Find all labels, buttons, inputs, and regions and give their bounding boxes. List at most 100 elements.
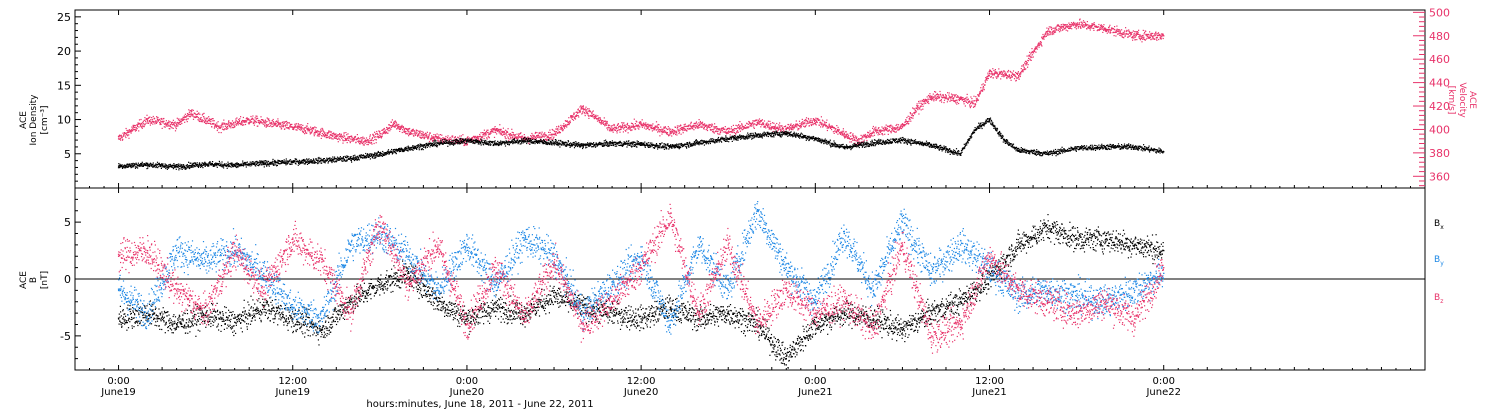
legend-bz: Bz: [1434, 293, 1443, 305]
x-tick-time: 0:00: [107, 376, 129, 387]
bx-series-anchor-point: [408, 272, 410, 275]
bz-series-anchor-point: [1046, 301, 1049, 303]
density-series-anchor-point: [785, 132, 787, 134]
x-tick-day: June21: [971, 387, 1007, 398]
velocity-series-anchor-point: [190, 112, 192, 114]
top-right-ytick-label: 500: [1429, 6, 1450, 19]
bz-series-anchor-point: [756, 323, 758, 326]
bz-series-anchor-point: [321, 261, 323, 263]
by-series-anchor-point: [495, 284, 497, 286]
bz-series-anchor-point: [1134, 318, 1136, 320]
density-series: [117, 117, 1165, 171]
bottom-ytick-label: 0: [64, 273, 71, 286]
x-axis-label: hours:minutes, June 18, 2011 - June 22, …: [366, 399, 593, 410]
bottom-ytick-label: 5: [64, 216, 71, 229]
velocity-series-anchor-point: [437, 138, 439, 140]
velocity-series-anchor-point: [1076, 23, 1078, 25]
top-right-ytick-label: 480: [1429, 30, 1450, 43]
density-series-anchor-point: [350, 157, 352, 160]
top-left-ylabel: ACE Ion Density [cm⁻³]: [19, 94, 50, 146]
velocity-series-anchor-point: [727, 131, 729, 133]
x-tick-time: 0:00: [1152, 376, 1174, 387]
legend-bz-sub: z: [1440, 298, 1443, 305]
velocity-series-anchor-point: [1163, 35, 1165, 37]
by-series-anchor-point: [1134, 289, 1136, 292]
velocity-series-anchor-point: [379, 134, 381, 137]
top-right-ytick-label: 460: [1429, 53, 1450, 66]
velocity-series-anchor-point: [901, 126, 904, 128]
bz-series-anchor-point: [669, 215, 671, 218]
bz-series-anchor-point: [582, 323, 584, 326]
bz-series-anchor-point: [698, 312, 700, 314]
velocity-series-anchor-point: [1017, 74, 1020, 77]
x-tick-time: 12:00: [627, 376, 656, 387]
bx-series-anchor-point: [698, 318, 700, 320]
velocity-series-anchor-point: [117, 138, 120, 140]
by-series-anchor-point: [669, 323, 671, 326]
bz-series-anchor-point: [1163, 267, 1165, 269]
legend-bx-main: B: [1434, 219, 1440, 229]
x-tick-day: June19: [274, 387, 310, 398]
bz-series-anchor-point: [205, 312, 207, 314]
density-series-anchor-point: [408, 147, 410, 149]
bottom-legend: Bx By Bz: [1434, 219, 1444, 305]
x-tick-time: 12:00: [278, 376, 307, 387]
top-left-ylabel-line3: [cm⁻³]: [40, 105, 50, 134]
bx-series-anchor-point: [379, 284, 381, 286]
bz-series-anchor-point: [495, 267, 497, 269]
bottom-ylabel: ACE B [nT]: [19, 271, 50, 289]
bottom-ylabel-line3: [nT]: [40, 271, 50, 289]
density-series-anchor-point: [582, 144, 584, 147]
top-left-ytick-label: 20: [57, 45, 71, 58]
top-left-ylabel-line1: ACE: [19, 111, 29, 129]
x-tick-day: June20: [623, 387, 659, 398]
bz-series-anchor-point: [785, 289, 787, 292]
x-tick-time: 0:00: [804, 376, 826, 387]
velocity-series-anchor-point: [146, 119, 149, 121]
bottom-ytick-label: -5: [60, 330, 71, 343]
bottom-ylabel-line2: B: [29, 277, 39, 283]
bz-series-anchor-point: [379, 221, 381, 223]
density-series-anchor-point: [843, 147, 846, 149]
velocity-series-anchor-point: [858, 140, 860, 142]
bz-series-anchor-point: [843, 301, 846, 303]
by-series-anchor-point: [1076, 295, 1078, 297]
density-series-anchor-point: [263, 162, 265, 165]
velocity-series-anchor-point: [843, 133, 846, 135]
bx-series-anchor-point: [582, 306, 584, 309]
velocity-series-anchor-point: [988, 72, 991, 74]
bx-series-anchor-point: [872, 318, 875, 320]
by-series-anchor-point: [872, 289, 875, 292]
bx-series-anchor-point: [1017, 244, 1020, 246]
by-series-anchor-point: [292, 306, 294, 309]
x-tick-time: 0:00: [456, 376, 478, 387]
by-series-anchor-point: [1163, 272, 1165, 275]
x-tick-day: June21: [797, 387, 833, 398]
density-series-anchor-point: [117, 165, 120, 167]
top-left-ylabel-line2: Ion Density: [29, 94, 39, 146]
bx-series-anchor-point: [292, 318, 294, 320]
legend-bx-sub: x: [1440, 224, 1444, 231]
axes-and-ticks: 0:00June1912:00June190:00June2012:00June…: [57, 6, 1450, 398]
by-series-anchor-point: [988, 267, 991, 269]
top-left-ytick-label: 5: [64, 148, 71, 161]
top-right-ylabel-line2: Velocity: [1457, 82, 1467, 118]
bz-series-anchor-point: [234, 249, 236, 252]
bx-series-anchor-point: [1134, 244, 1136, 246]
by-series-anchor-point: [814, 301, 817, 303]
velocity-series-anchor-point: [393, 122, 396, 125]
velocity-series-anchor-point: [640, 124, 642, 126]
by-series-anchor-point: [959, 244, 962, 246]
by-series-anchor-point: [524, 238, 526, 240]
by-series-anchor-point: [582, 312, 584, 314]
bz-series-anchor-point: [872, 329, 875, 331]
by-series-anchor-point: [1017, 295, 1020, 297]
legend-by: By: [1434, 255, 1444, 267]
bz-series-anchor-point: [930, 335, 933, 337]
bottom-ylabel-line1: ACE: [19, 271, 29, 289]
by-series-anchor-point: [727, 289, 729, 292]
legend-by-main: B: [1434, 255, 1440, 265]
bx-series-anchor-point: [205, 314, 207, 317]
density-series-anchor-point: [756, 134, 758, 136]
by-series-anchor-point: [379, 232, 381, 235]
